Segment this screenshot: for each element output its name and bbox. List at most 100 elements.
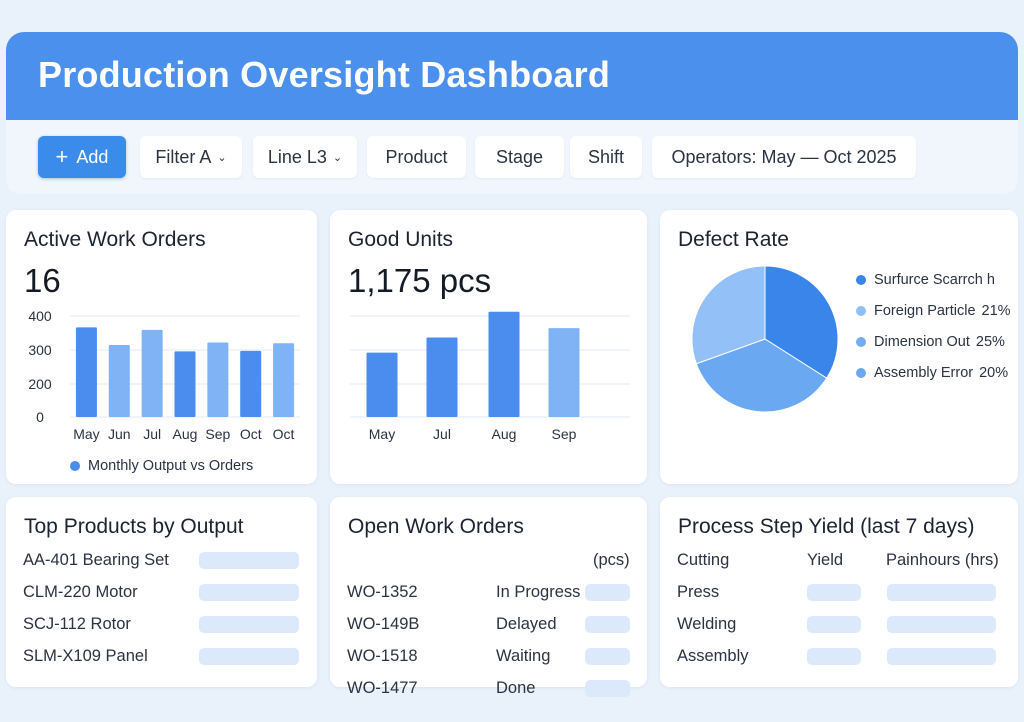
card-title: Active Work Orders — [24, 228, 206, 251]
step-column-header: Cutting — [677, 551, 730, 569]
legend-label: Monthly Output vs Orders — [88, 458, 254, 474]
pcs-value-bar — [585, 616, 630, 633]
filter-a-dropdown[interactable]: Filter A ⌄ — [140, 136, 242, 178]
pie-legend-item: Dimension Out 25% — [856, 334, 1016, 350]
good-units-value: 1,175 pcs — [348, 262, 492, 299]
work-order-status: Done — [496, 679, 536, 697]
operators-label: Operators: May — Oct 2025 — [671, 146, 897, 167]
product-filter-button[interactable]: Product — [367, 136, 466, 178]
dashboard-header: Production Oversight Dashboard — [6, 32, 1018, 120]
bar — [366, 352, 398, 417]
defect-rate-pie-chart — [691, 265, 839, 413]
card-title: Open Work Orders — [348, 515, 524, 538]
product-name: AA-401 Bearing Set — [23, 551, 169, 569]
output-bar — [199, 584, 299, 601]
x-tick-label: Aug — [492, 426, 517, 442]
legend-percent: 21% — [981, 303, 1011, 319]
shift-label: Shift — [587, 146, 625, 167]
y-tick-label: 0 — [36, 409, 44, 425]
x-tick-label: Oct — [240, 426, 262, 442]
work-order-id: WO-149B — [347, 615, 420, 633]
bar — [207, 342, 229, 417]
x-tick-label: May — [369, 426, 395, 442]
bar — [141, 329, 163, 417]
hours-value-bar — [887, 648, 996, 665]
pcs-value-bar — [585, 584, 630, 601]
x-tick-label: May — [73, 426, 99, 442]
stage-label: Stage — [495, 146, 544, 167]
active-work-orders-card: Active Work Orders 16 400 300 200 0 May Jun Ju… — [6, 210, 317, 484]
x-tick-label: Jul — [433, 426, 451, 442]
output-bar — [199, 552, 299, 569]
shift-filter-button[interactable]: Shift — [570, 136, 642, 178]
pie-legend-item: Foreign Particle 21% — [856, 303, 1016, 319]
good-units-bar-chart: May Jul Aug Sep — [350, 311, 630, 442]
process-step-name: Welding — [677, 615, 737, 633]
chart-legend: Monthly Output vs Orders — [70, 458, 253, 474]
work-order-status: Delayed — [496, 615, 557, 633]
toolbar: + Add Filter A ⌄ Line L3 ⌄ Product Stage… — [6, 120, 1018, 194]
yield-column-header: Yield — [807, 551, 844, 569]
x-tick-label: Oct — [273, 426, 295, 442]
line-label: Line L3 — [267, 146, 327, 167]
card-title: Process Step Yield (last 7 days) — [678, 515, 975, 538]
pie-legend-item: Assembly Error 20% — [856, 365, 1016, 381]
work-order-id: WO-1477 — [347, 679, 418, 697]
legend-label: Assembly Error 20% — [874, 365, 1009, 381]
product-name: SCJ-112 Rotor — [23, 615, 131, 633]
product-label: Product — [385, 146, 448, 167]
process-step-yield-card: Process Step Yield (last 7 days) Cutting… — [660, 497, 1018, 687]
work-order-id: WO-1352 — [347, 583, 418, 601]
legend-swatch — [856, 337, 866, 347]
pie-legend-item: Surfurce Scarrch h — [856, 272, 1016, 288]
bar — [75, 327, 97, 417]
legend-label: Surfurce Scarrch h — [874, 272, 995, 288]
card-title: Defect Rate — [678, 228, 789, 251]
y-tick-label: 300 — [28, 342, 52, 358]
legend-percent: 25% — [975, 334, 1005, 350]
bar — [174, 351, 196, 417]
operators-date-range-button[interactable]: Operators: May — Oct 2025 — [652, 136, 916, 178]
yield-value-bar — [807, 648, 861, 665]
y-tick-label: 200 — [28, 376, 52, 392]
legend-swatch — [70, 461, 80, 471]
x-tick-label: Jul — [143, 426, 161, 442]
defect-rate-card: Defect Rate Surfurce Scarrch h Foreign Pa… — [660, 210, 1018, 484]
pcs-value-bar — [585, 680, 630, 697]
active-work-orders-value: 16 — [24, 262, 61, 299]
legend-label: Dimension Out 25% — [874, 334, 1005, 350]
bar — [488, 311, 520, 417]
legend-label: Foreign Particle 21% — [874, 303, 1011, 319]
stage-filter-button[interactable]: Stage — [475, 136, 564, 178]
output-bar — [199, 648, 299, 665]
legend-percent: 20% — [979, 365, 1009, 381]
work-order-status: In Progress — [496, 583, 581, 601]
x-tick-label: Aug — [173, 426, 198, 442]
bar — [108, 345, 130, 417]
work-order-status: Waiting — [496, 647, 551, 665]
yield-value-bar — [807, 616, 861, 633]
hours-column-header: Painhours (hrs) — [886, 551, 999, 569]
legend-swatch — [856, 275, 866, 285]
card-title: Good Units — [348, 228, 454, 251]
bar — [548, 328, 580, 417]
pcs-column-header: (pcs) — [593, 551, 630, 569]
product-name: CLM-220 Motor — [23, 583, 138, 601]
page-title: Production Oversight Dashboard — [38, 54, 611, 95]
filter-a-label: Filter A — [155, 146, 212, 167]
line-dropdown[interactable]: Line L3 ⌄ — [253, 136, 357, 178]
card-title: Top Products by Output — [24, 515, 244, 538]
monthly-output-bar-chart: 400 300 200 0 May Jun Jul Aug Sep Oct Oct — [28, 308, 300, 442]
legend-swatch — [856, 368, 866, 378]
process-step-name: Assembly — [677, 647, 749, 665]
x-tick-label: Jun — [108, 426, 131, 442]
legend-swatch — [856, 306, 866, 316]
product-name: SLM-X109 Panel — [23, 647, 148, 665]
add-label: Add — [76, 146, 109, 167]
hours-value-bar — [887, 584, 996, 601]
good-units-card: Good Units 1,175 pcs May Jul Aug Sep — [330, 210, 647, 484]
add-button[interactable]: + Add — [38, 136, 126, 178]
work-order-id: WO-1518 — [347, 647, 418, 665]
pie-slice — [695, 338, 828, 413]
top-products-card: Top Products by Output AA-401 Bearing Se… — [6, 497, 317, 687]
